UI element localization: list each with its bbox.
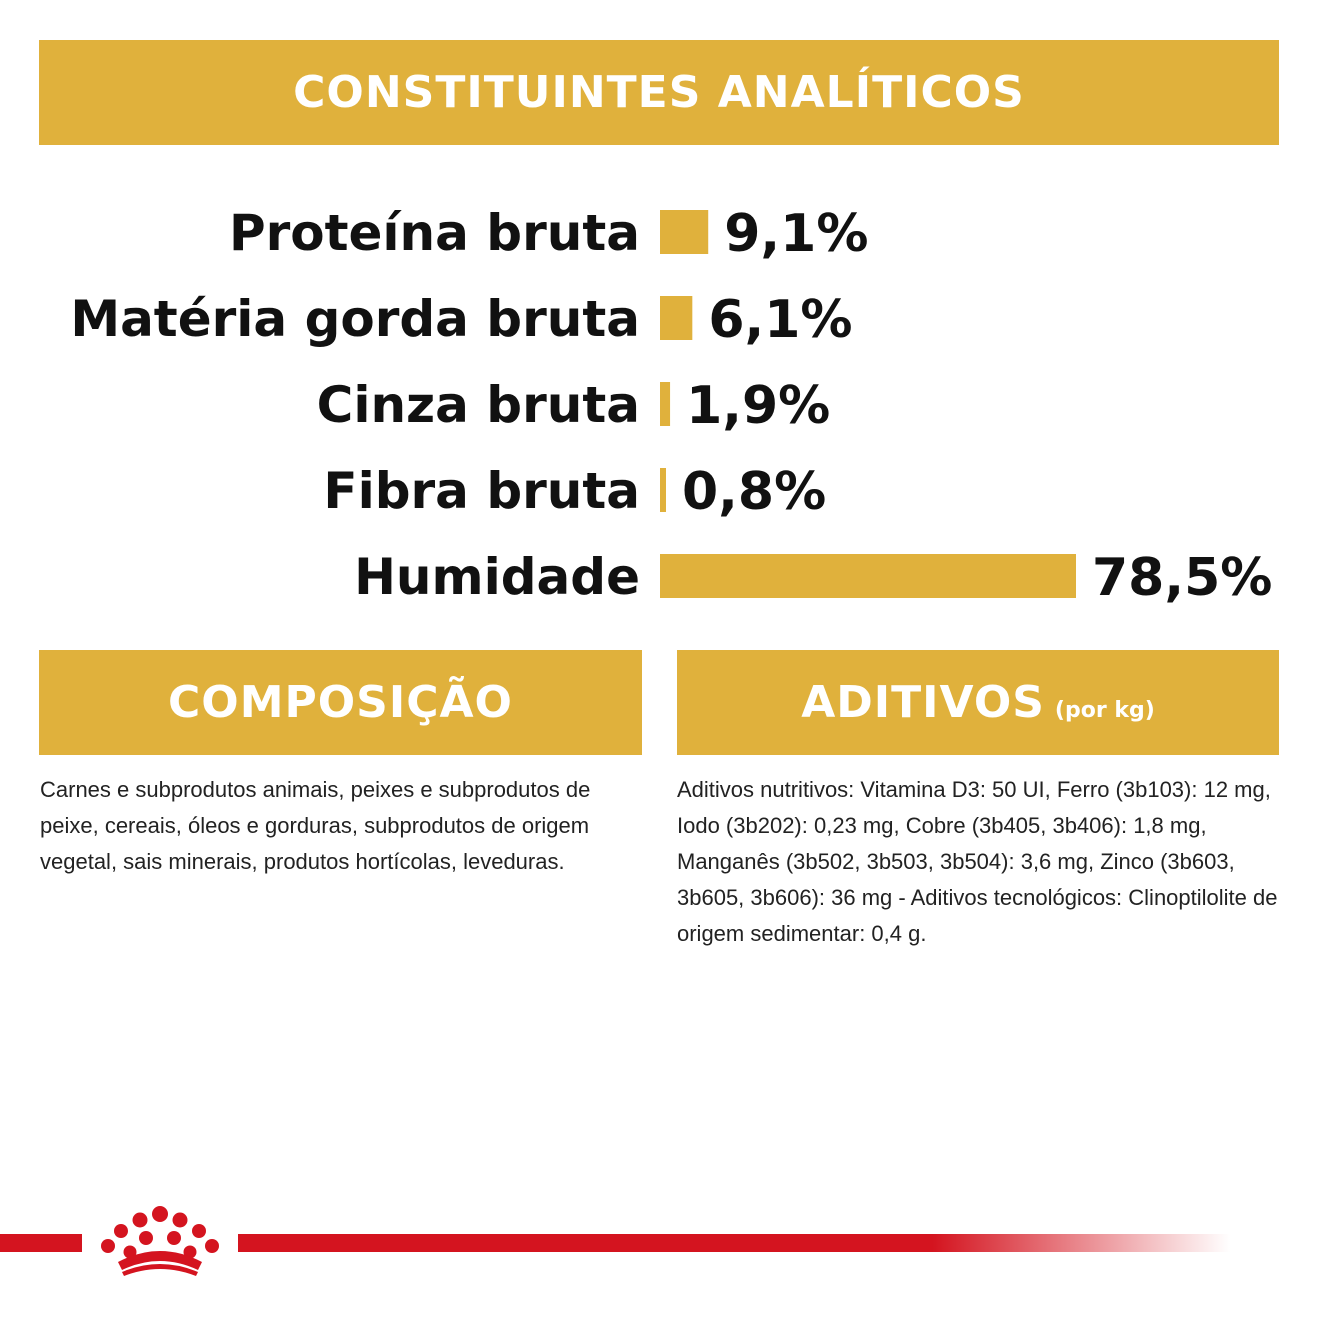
bar-label: Humidade (354, 548, 640, 606)
analytical-constituents-banner: CONSTITUINTES ANALÍTICOS (39, 40, 1279, 145)
additives-title-suffix: (por kg) (1054, 698, 1155, 723)
composition-title: COMPOSIÇÃO (168, 677, 513, 728)
footer-brand-line (0, 1234, 1230, 1252)
additives-banner: ADITIVOS (por kg) (677, 650, 1279, 755)
royal-crown-icon (101, 1206, 219, 1276)
bar-value-label: 9,1% (724, 204, 868, 264)
composition-banner: COMPOSIÇÃO (39, 650, 642, 755)
bar-label: Fibra bruta (323, 462, 640, 520)
bar-value-label: 78,5% (1092, 548, 1272, 608)
bar (660, 296, 693, 340)
bar-label: Cinza bruta (317, 376, 640, 434)
bar-value-label: 6,1% (708, 290, 852, 350)
bar-value-label: 0,8% (682, 462, 826, 522)
footer-line-left (0, 1234, 82, 1252)
composition-text: Carnes e subprodutos animais, peixes e s… (40, 777, 591, 874)
bar-label: Proteína bruta (229, 204, 640, 262)
analytical-constituents-title: CONSTITUINTES ANALÍTICOS (293, 67, 1025, 118)
nutrient-bar-chart: Proteína bruta 9,1% Matéria gorda bruta 6,1… (70, 204, 1272, 608)
bar (660, 468, 666, 512)
bar-value-label: 1,9% (686, 376, 830, 436)
bar (660, 554, 1076, 598)
additives-title: ADITIVOS (801, 677, 1045, 728)
bar (660, 382, 671, 426)
additives-text: Aditivos nutritivos: Vitamina D3: 50 UI,… (677, 777, 1278, 946)
bar-label: Matéria gorda bruta (70, 290, 640, 348)
footer-line-right (238, 1234, 1230, 1252)
bar (660, 210, 709, 254)
